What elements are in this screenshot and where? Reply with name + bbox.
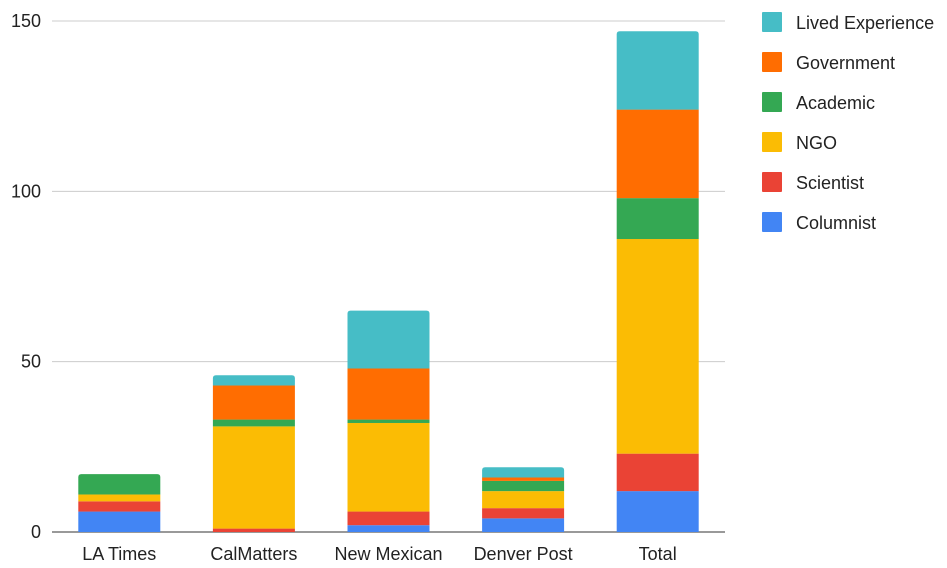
bar-segment <box>616 239 699 454</box>
bar-stack <box>482 467 565 532</box>
y-tick-label: 0 <box>31 522 41 542</box>
y-tick-label: 100 <box>11 181 41 201</box>
legend: Lived Experience Government Academic NGO Sci… <box>762 12 934 233</box>
legend-label: Scientist <box>796 173 864 193</box>
bar-segment <box>212 385 295 420</box>
x-tick-label: New Mexican <box>334 544 442 563</box>
legend-item: Scientist <box>762 172 864 193</box>
bar-segment <box>482 477 565 481</box>
bars <box>78 31 699 532</box>
x-tick-label: LA Times <box>82 544 156 563</box>
bar-stack <box>616 31 699 532</box>
y-tick-label: 150 <box>11 11 41 31</box>
bar-segment <box>212 419 295 427</box>
bar-segment <box>212 375 295 386</box>
bar-segment <box>347 419 430 423</box>
legend-item: NGO <box>762 132 837 153</box>
legend-label: Lived Experience <box>796 13 934 33</box>
legend-swatch <box>762 212 782 232</box>
legend-swatch <box>762 12 782 32</box>
legend-label: Columnist <box>796 213 876 233</box>
bar-segment <box>212 426 295 529</box>
bar-segment <box>616 491 699 532</box>
bar-stack <box>347 310 430 532</box>
x-tick-label: Denver Post <box>474 544 573 563</box>
bar-segment <box>212 528 295 532</box>
legend-swatch <box>762 132 782 152</box>
bar-segment <box>347 368 430 420</box>
legend-label: NGO <box>796 133 837 153</box>
bar-segment <box>482 480 565 492</box>
bar-segment <box>78 474 161 495</box>
legend-label: Government <box>796 53 895 73</box>
bar-segment <box>347 511 430 526</box>
bar-segment <box>482 508 565 519</box>
bar-segment <box>616 453 699 492</box>
bar-segment <box>616 198 699 240</box>
legend-item: Academic <box>762 92 875 113</box>
bar-segment <box>78 494 161 502</box>
legend-swatch <box>762 172 782 192</box>
bar-segment <box>482 467 565 478</box>
legend-item: Government <box>762 52 895 73</box>
legend-item: Columnist <box>762 212 876 233</box>
bar-segment <box>482 518 565 532</box>
bar-segment <box>616 31 699 110</box>
legend-label: Academic <box>796 93 875 113</box>
bar-segment <box>347 310 430 369</box>
bar-stack <box>78 474 161 532</box>
bar-segment <box>78 501 161 512</box>
bar-segment <box>347 525 430 532</box>
x-axis-ticks: LA Times CalMatters New Mexican Denver Post… <box>82 544 677 564</box>
bar-segment <box>78 511 161 532</box>
legend-swatch <box>762 92 782 112</box>
legend-item: Lived Experience <box>762 12 934 33</box>
bar-segment <box>347 422 430 512</box>
bar-stack <box>212 375 295 532</box>
bar-segment <box>616 109 699 199</box>
legend-swatch <box>762 52 782 72</box>
y-tick-label: 50 <box>21 352 41 372</box>
x-tick-label: CalMatters <box>210 544 297 563</box>
bar-segment <box>482 491 565 509</box>
y-axis-ticks: 0 50 100 150 <box>11 11 41 542</box>
x-tick-label: Total <box>639 544 677 563</box>
